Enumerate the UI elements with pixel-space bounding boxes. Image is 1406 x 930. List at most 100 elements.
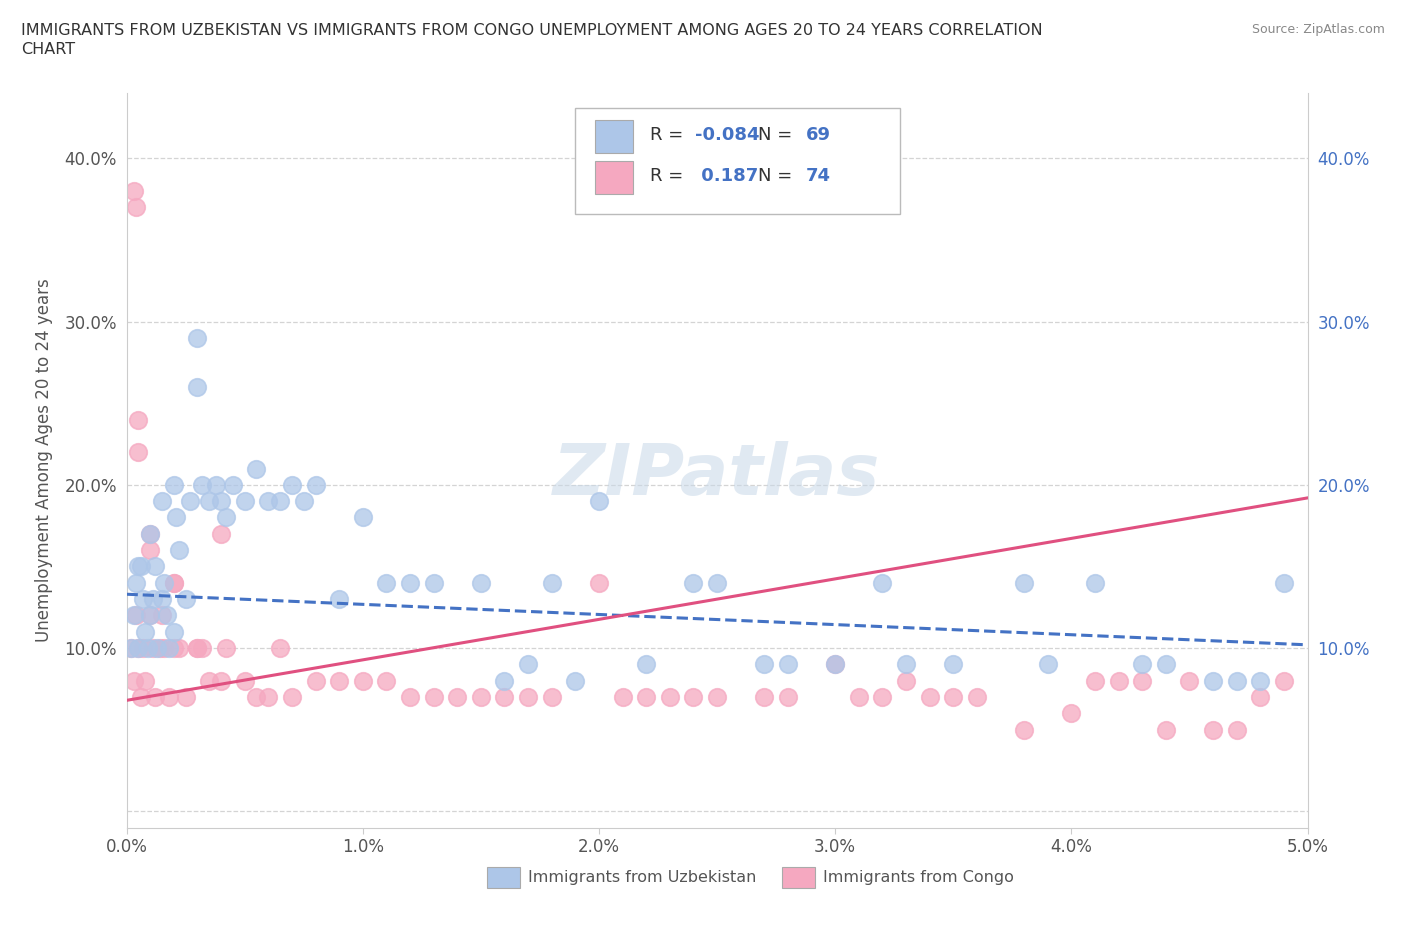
Point: [1060, 706, 1083, 721]
Point: [269, 641, 291, 656]
Point: [156, 608, 179, 623]
Point: [257, 690, 280, 705]
Point: [1202, 673, 1225, 688]
Text: IMMIGRANTS FROM UZBEKISTAN VS IMMIGRANTS FROM CONGO UNEMPLOYMENT AMONG AGES 20 T: IMMIGRANTS FROM UZBEKISTAN VS IMMIGRANTS…: [21, 23, 1043, 38]
Point: [1272, 673, 1295, 688]
Point: [120, 641, 142, 656]
Point: [1036, 657, 1059, 671]
Point: [776, 690, 799, 705]
Point: [205, 477, 228, 492]
Point: [257, 494, 280, 509]
Point: [422, 576, 444, 591]
Point: [127, 641, 149, 656]
Text: 69: 69: [806, 126, 831, 144]
Point: [706, 690, 728, 705]
Text: Immigrants from Congo: Immigrants from Congo: [824, 870, 1014, 885]
Point: [153, 576, 176, 591]
Point: [658, 690, 681, 705]
Point: [1249, 690, 1271, 705]
Point: [470, 690, 492, 705]
Point: [186, 330, 208, 345]
Point: [494, 690, 516, 705]
Point: [120, 641, 142, 656]
Text: -0.084: -0.084: [695, 126, 759, 144]
Point: [139, 608, 162, 623]
Point: [150, 608, 173, 623]
FancyBboxPatch shape: [595, 161, 633, 194]
Text: Source: ZipAtlas.com: Source: ZipAtlas.com: [1251, 23, 1385, 36]
Point: [304, 477, 326, 492]
Point: [1084, 673, 1107, 688]
Point: [1012, 576, 1035, 591]
FancyBboxPatch shape: [486, 868, 520, 888]
Point: [215, 510, 238, 525]
Point: [125, 576, 148, 591]
Point: [179, 494, 201, 509]
Point: [776, 657, 799, 671]
Point: [125, 200, 148, 215]
Point: [872, 690, 894, 705]
Point: [139, 526, 162, 541]
Point: [1249, 673, 1271, 688]
Point: [540, 690, 562, 705]
Y-axis label: Unemployment Among Ages 20 to 24 years: Unemployment Among Ages 20 to 24 years: [35, 278, 53, 643]
Point: [966, 690, 988, 705]
Point: [824, 657, 846, 671]
Point: [894, 657, 917, 671]
Point: [564, 673, 586, 688]
Point: [209, 526, 232, 541]
FancyBboxPatch shape: [595, 120, 633, 153]
Point: [494, 673, 516, 688]
Point: [706, 576, 728, 591]
Point: [222, 477, 245, 492]
Point: [127, 559, 149, 574]
Point: [328, 591, 350, 606]
Point: [1272, 576, 1295, 591]
Point: [186, 641, 208, 656]
Point: [682, 690, 704, 705]
Point: [127, 641, 149, 656]
Text: R =: R =: [650, 126, 689, 144]
Point: [636, 690, 658, 705]
Point: [612, 690, 634, 705]
Point: [139, 608, 162, 623]
Point: [540, 576, 562, 591]
Point: [824, 657, 846, 671]
Point: [143, 559, 166, 574]
Point: [132, 641, 155, 656]
Point: [942, 657, 965, 671]
Point: [127, 445, 149, 459]
Point: [233, 673, 256, 688]
Point: [269, 494, 291, 509]
Point: [1226, 673, 1249, 688]
Point: [375, 673, 398, 688]
Text: N =: N =: [758, 126, 799, 144]
Point: [328, 673, 350, 688]
Point: [894, 673, 917, 688]
Point: [292, 494, 315, 509]
Text: N =: N =: [758, 167, 799, 185]
Point: [942, 690, 965, 705]
Point: [132, 591, 155, 606]
Point: [1154, 723, 1177, 737]
Point: [163, 576, 186, 591]
Point: [1154, 657, 1177, 671]
Point: [134, 624, 156, 639]
Point: [754, 657, 776, 671]
Point: [209, 494, 232, 509]
Point: [141, 641, 163, 656]
Point: [918, 690, 941, 705]
Point: [157, 641, 180, 656]
FancyBboxPatch shape: [575, 108, 900, 214]
Point: [125, 608, 148, 623]
Point: [352, 510, 374, 525]
Point: [149, 641, 172, 656]
Point: [129, 690, 152, 705]
Point: [122, 608, 145, 623]
Point: [754, 690, 776, 705]
Point: [163, 477, 186, 492]
Point: [191, 477, 214, 492]
Point: [872, 576, 894, 591]
Point: [167, 641, 190, 656]
Point: [245, 461, 267, 476]
